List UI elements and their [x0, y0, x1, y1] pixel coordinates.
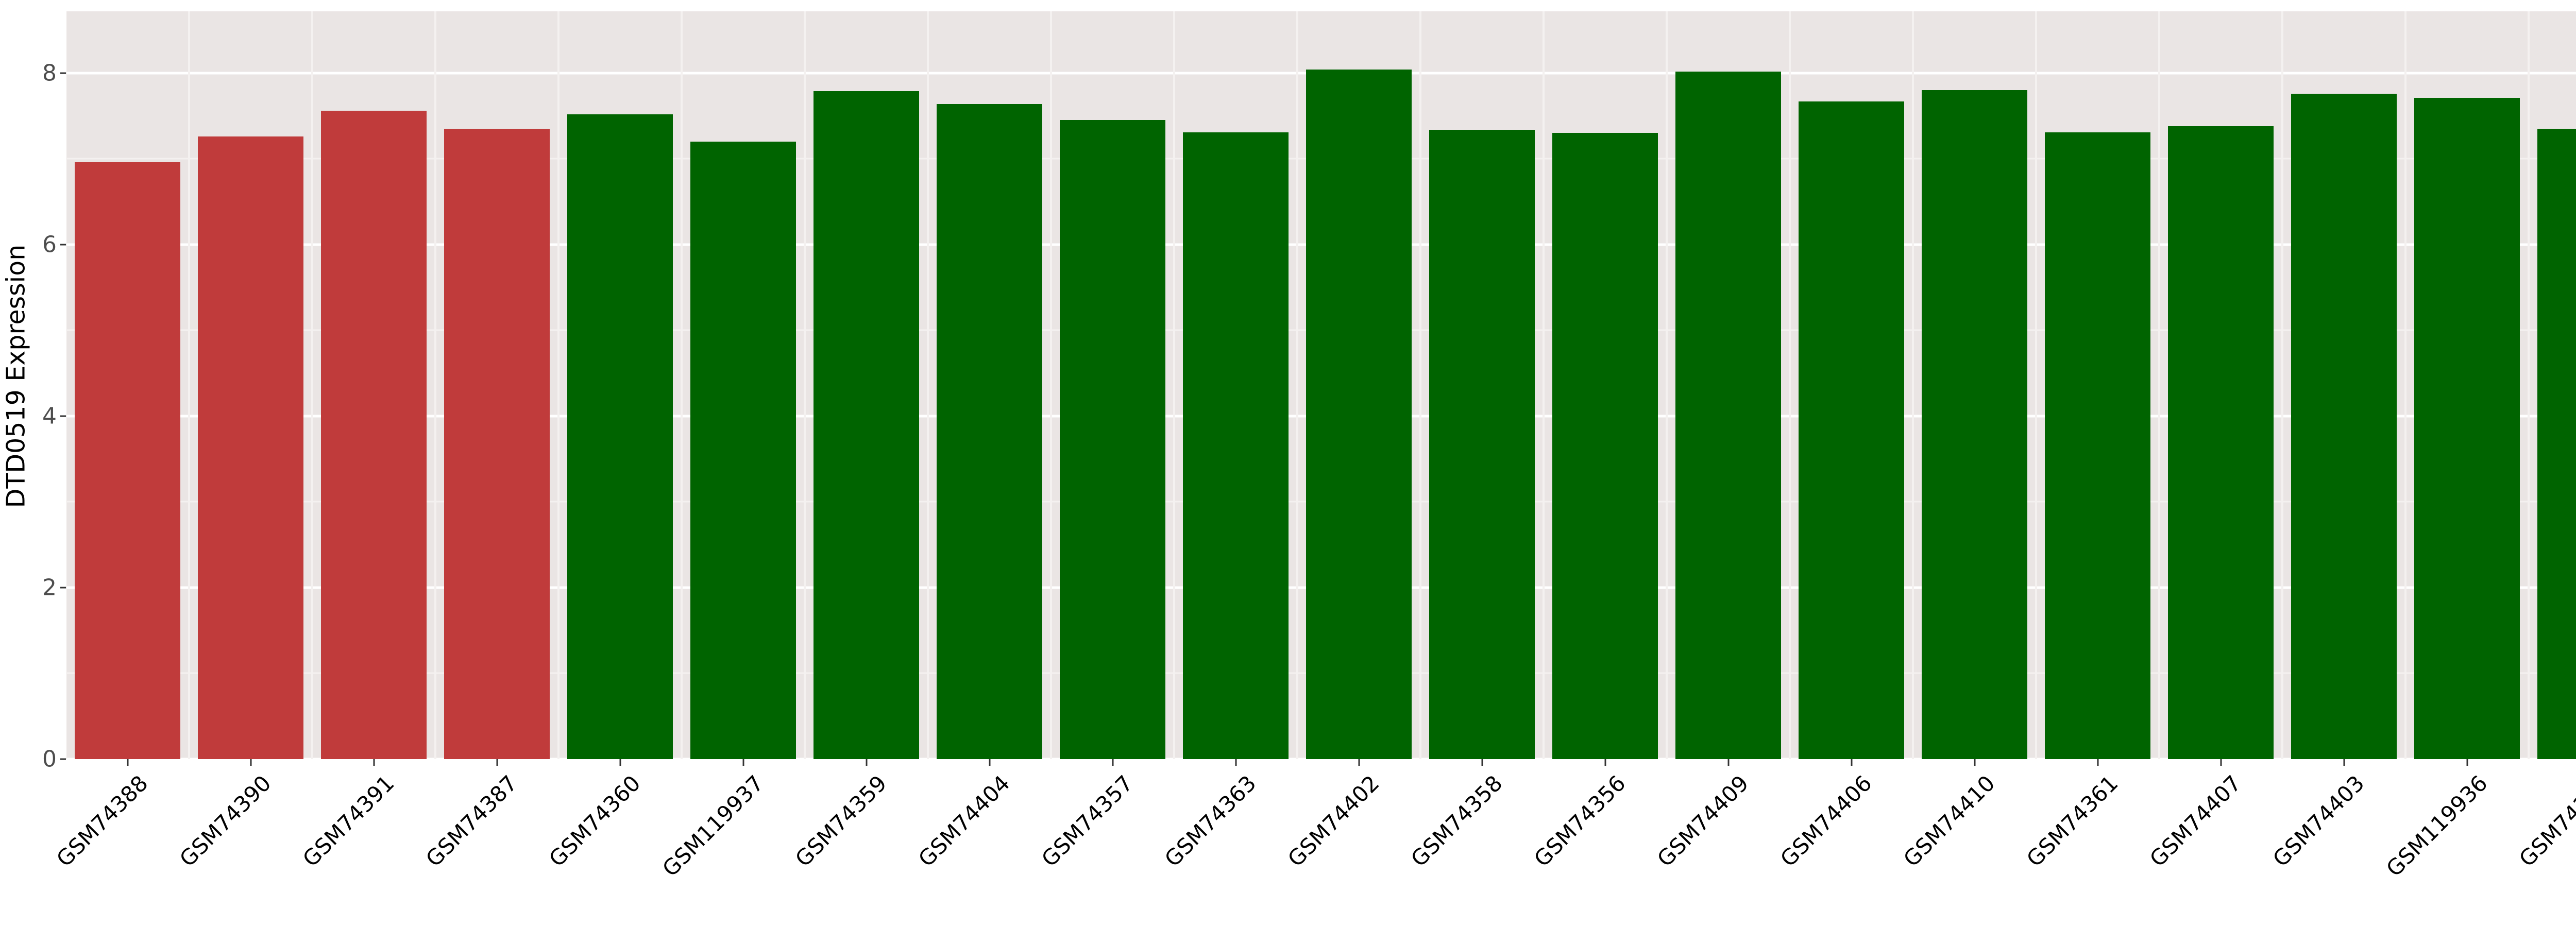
x-tick-mark — [127, 759, 128, 766]
x-tick-label-GSM74402: GSM74402 — [1282, 770, 1384, 872]
x-tick-label-GSM119937: GSM119937 — [657, 770, 769, 882]
x-tick-label-GSM74391: GSM74391 — [297, 770, 399, 872]
x-tick-mark — [1851, 759, 1852, 766]
x-tick-label-GSM74359: GSM74359 — [790, 770, 892, 872]
x-tick-label-GSM74387: GSM74387 — [420, 770, 522, 872]
y-tick-mark — [60, 758, 66, 760]
y-tick-label-2: 2 — [42, 574, 57, 601]
bar-GSM74391[interactable] — [321, 111, 427, 759]
bar-GSM74359[interactable] — [814, 91, 919, 759]
gridline-minor-vertical — [1173, 11, 1175, 759]
bar-GSM74360[interactable] — [567, 114, 673, 759]
gridline-minor-vertical — [1912, 11, 1914, 759]
gridline-minor-vertical — [804, 11, 806, 759]
y-axis-tick-labels: 0 2 4 6 8 — [32, 0, 66, 772]
gridline-minor-vertical — [434, 11, 436, 759]
x-tick-mark — [1604, 759, 1606, 766]
x-tick-label-GSM74410: GSM74410 — [1898, 770, 2000, 872]
bar-GSM74362[interactable] — [2537, 129, 2576, 759]
gridline-minor-vertical — [188, 11, 190, 759]
x-tick-label-GSM74406: GSM74406 — [1775, 770, 1877, 872]
gridline-minor-vertical — [681, 11, 683, 759]
x-tick-mark — [866, 759, 867, 766]
x-tick-label-GSM74404: GSM74404 — [913, 770, 1015, 872]
x-tick-label-GSM74409: GSM74409 — [1652, 770, 1754, 872]
gridline-minor-vertical — [2158, 11, 2160, 759]
bar-GSM74356[interactable] — [1552, 133, 1658, 759]
bar-GSM74361[interactable] — [2045, 132, 2150, 759]
gridline-minor-vertical — [2404, 11, 2406, 759]
x-tick-mark — [2220, 759, 2222, 766]
x-tick-mark — [1235, 759, 1236, 766]
gridline-minor-vertical — [1789, 11, 1791, 759]
gridline-minor-vertical — [311, 11, 313, 759]
x-tick-mark — [1727, 759, 1729, 766]
gridline-minor-vertical — [1666, 11, 1668, 759]
gridline-minor-vertical — [2281, 11, 2283, 759]
x-tick-label-GSM74357: GSM74357 — [1036, 770, 1138, 872]
y-tick-mark — [60, 244, 66, 246]
x-tick-label-GSM74403: GSM74403 — [2267, 770, 2369, 872]
y-axis-title: DTD0519 Expression — [0, 0, 32, 752]
gridline-minor-vertical — [2528, 11, 2530, 759]
x-tick-mark — [2097, 759, 2098, 766]
x-tick-mark — [1112, 759, 1113, 766]
x-tick-label-GSM74356: GSM74356 — [1529, 770, 1631, 872]
y-tick-label-6: 6 — [42, 231, 57, 258]
bar-GSM74410[interactable] — [1922, 90, 2027, 759]
x-tick-mark — [250, 759, 251, 766]
bar-GSM74403[interactable] — [2291, 93, 2397, 759]
x-tick-label-GSM74360: GSM74360 — [544, 770, 646, 872]
x-tick-mark — [496, 759, 498, 766]
x-tick-mark — [2343, 759, 2345, 766]
x-tick-mark — [373, 759, 375, 766]
gridline-minor-vertical — [1419, 11, 1421, 759]
plot-panel — [66, 11, 2576, 759]
x-tick-label-GSM74358: GSM74358 — [1405, 770, 1507, 872]
x-tick-mark — [2466, 759, 2468, 766]
bar-GSM119937[interactable] — [690, 142, 796, 759]
bar-GSM119936[interactable] — [2414, 98, 2520, 759]
x-tick-mark — [619, 759, 621, 766]
x-tick-label-GSM119936: GSM119936 — [2381, 770, 2493, 882]
bar-GSM74402[interactable] — [1306, 70, 1412, 759]
x-tick-mark — [1358, 759, 1360, 766]
bar-GSM74407[interactable] — [2168, 126, 2274, 759]
gridline-minor-vertical — [1050, 11, 1052, 759]
bar-GSM74358[interactable] — [1429, 129, 1535, 759]
y-tick-mark — [60, 72, 66, 74]
x-tick-mark — [742, 759, 744, 766]
y-tick-label-8: 8 — [42, 60, 57, 87]
bar-GSM74388[interactable] — [75, 162, 180, 759]
bar-GSM74404[interactable] — [937, 104, 1042, 759]
gridline-minor-vertical — [1296, 11, 1298, 759]
bar-GSM74387[interactable] — [444, 129, 550, 759]
y-tick-label-4: 4 — [42, 403, 57, 430]
y-axis-title-text: DTD0519 Expression — [1, 244, 31, 508]
y-tick-mark — [60, 415, 66, 417]
x-tick-mark — [1481, 759, 1483, 766]
bar-GSM74390[interactable] — [198, 136, 303, 759]
bar-GSM74357[interactable] — [1060, 120, 1165, 759]
gridline-minor-vertical — [66, 11, 67, 759]
x-tick-label-GSM74388: GSM74388 — [51, 770, 153, 872]
bar-GSM74409[interactable] — [1675, 71, 1781, 759]
x-tick-label-GSM74363: GSM74363 — [1159, 770, 1261, 872]
gridline-minor-vertical — [557, 11, 560, 759]
gridline-minor-vertical — [2035, 11, 2037, 759]
x-axis: GSM74388 GSM74390 GSM74391 GSM74387 GSM74360… — [52, 759, 2576, 927]
gridline-minor-vertical — [1543, 11, 1545, 759]
x-tick-label-GSM74390: GSM74390 — [174, 770, 276, 872]
y-tick-mark — [60, 587, 66, 589]
gridline-minor-vertical — [927, 11, 929, 759]
x-tick-label-GSM74361: GSM74361 — [2021, 770, 2123, 872]
y-tick-label-0: 0 — [42, 746, 57, 772]
bar-GSM74363[interactable] — [1183, 132, 1289, 759]
x-tick-mark — [1974, 759, 1975, 766]
bar-GSM74406[interactable] — [1799, 101, 1904, 759]
x-tick-label-GSM74362: GSM74362 — [2514, 770, 2576, 872]
x-tick-label-GSM74407: GSM74407 — [2144, 770, 2246, 872]
x-tick-mark — [989, 759, 990, 766]
